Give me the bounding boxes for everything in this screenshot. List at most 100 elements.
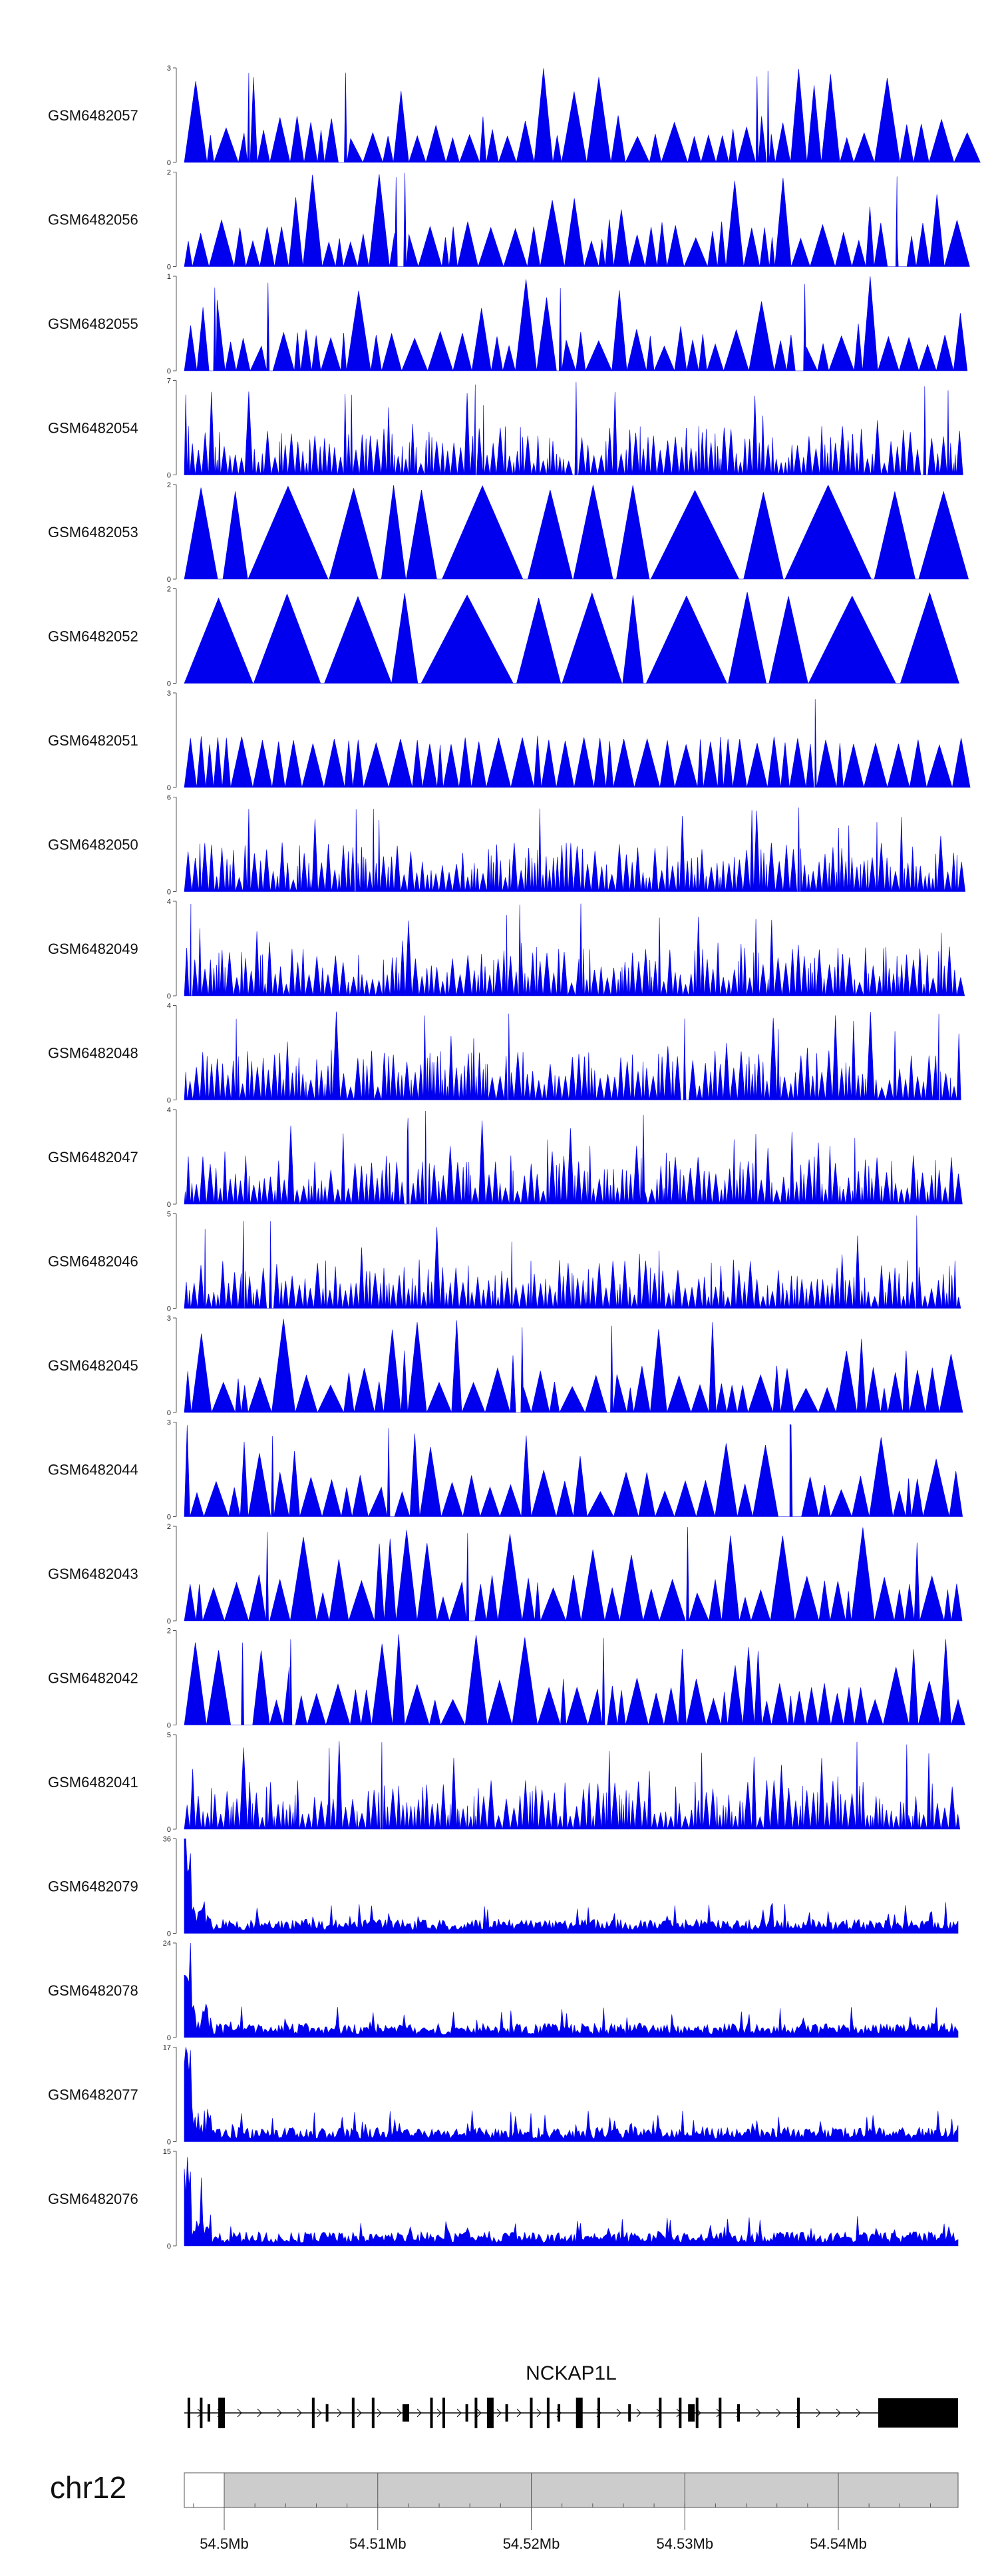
strand-chevron: [816, 2408, 821, 2418]
ideogram-highlight: [224, 2472, 959, 2508]
strand-chevron: [257, 2408, 262, 2418]
gene-exon: [695, 2398, 699, 2428]
strand-chevron: [756, 2408, 761, 2418]
y-tick-max: 4: [167, 1002, 171, 1010]
y-tick-min: 0: [167, 680, 171, 688]
y-tick-min: 0: [167, 1514, 171, 1522]
strand-chevron: [277, 2408, 282, 2418]
gene-exon: [430, 2398, 433, 2428]
track-GSM6482078: GSM6482078 24 0: [48, 1940, 959, 2042]
y-tick-min: 0: [167, 992, 171, 1000]
track-label: GSM6482057: [48, 107, 138, 124]
y-tick-max: 2: [167, 586, 171, 594]
track-GSM6482041: GSM6482041 5 0: [48, 1731, 961, 1834]
y-tick-min: 0: [167, 1409, 171, 1417]
y-tick-max: 7: [167, 377, 171, 385]
strand-chevron: [377, 2408, 382, 2418]
x-tick-label: 54.51Mb: [349, 2535, 407, 2552]
gene-exon: [628, 2404, 631, 2422]
y-tick-min: 0: [167, 1930, 171, 1938]
strand-chevron: [456, 2408, 462, 2418]
y-tick-max: 3: [167, 1419, 171, 1427]
track-label: GSM6482047: [48, 1149, 138, 1166]
chromosome-label: chr12: [50, 2470, 126, 2505]
gene-exon: [200, 2398, 203, 2428]
signal-area: [184, 592, 959, 684]
track-GSM6482077: GSM6482077 17 0: [48, 2044, 959, 2147]
y-tick-max: 3: [167, 1315, 171, 1323]
track-GSM6482079: GSM6482079 36 0: [48, 1836, 959, 1938]
track-label: GSM6482043: [48, 1566, 138, 1582]
track-label: GSM6482079: [48, 1878, 138, 1895]
track-GSM6482052: GSM6482052 2 0: [48, 586, 959, 688]
gene-exon: [576, 2398, 583, 2428]
y-tick-min: 0: [167, 889, 171, 897]
strand-chevron: [616, 2408, 621, 2418]
gene-exon: [486, 2398, 494, 2428]
track-GSM6482048: GSM6482048 4 0: [48, 1002, 961, 1105]
y-tick-max: 4: [167, 1106, 171, 1114]
signal-area: [184, 1634, 965, 1726]
track-label: GSM6482078: [48, 1982, 138, 1999]
gene-utr-block: [878, 2398, 958, 2428]
y-tick-min: 0: [167, 472, 171, 480]
track-label: GSM6482052: [48, 628, 138, 645]
y-tick-max: 2: [167, 1523, 171, 1531]
gene-exon: [402, 2404, 409, 2422]
signal-area: [184, 1011, 961, 1100]
signal-area: [184, 276, 968, 372]
track-label: GSM6482056: [48, 212, 138, 228]
y-tick-max: 17: [163, 2044, 171, 2052]
y-tick-max: 24: [163, 1940, 171, 1948]
track-label: GSM6482050: [48, 837, 138, 853]
signal-area: [184, 1215, 961, 1309]
x-tick-label: 54.5Mb: [200, 2535, 248, 2552]
track-GSM6482054: GSM6482054 7 0: [48, 377, 963, 480]
track-GSM6482042: GSM6482042 2 0: [48, 1627, 965, 1730]
gene-exon: [659, 2398, 662, 2428]
y-tick-min: 0: [167, 1826, 171, 1834]
track-GSM6482045: GSM6482045 3 0: [48, 1315, 963, 1417]
track-GSM6482051: GSM6482051 3 0: [48, 690, 971, 792]
strand-chevron: [516, 2408, 522, 2418]
track-label: GSM6482054: [48, 420, 138, 437]
track-GSM6482076: GSM6482076 15 0: [48, 2148, 959, 2251]
track-label: GSM6482077: [48, 2087, 138, 2103]
gene-exon: [325, 2404, 329, 2422]
y-tick-max: 2: [167, 481, 171, 489]
gene-exon: [351, 2398, 355, 2428]
y-tick-max: 5: [167, 1211, 171, 1219]
y-tick-min: 0: [167, 1201, 171, 1209]
track-GSM6482049: GSM6482049 4 0: [48, 898, 965, 1000]
gene-exon: [187, 2398, 190, 2428]
strand-chevron: [397, 2408, 402, 2418]
y-tick-max: 15: [163, 2148, 171, 2156]
y-tick-max: 2: [167, 169, 171, 177]
gene-exon: [679, 2398, 682, 2428]
signal-area: [184, 1527, 963, 1622]
gene-exon: [474, 2398, 478, 2428]
gene-exon: [311, 2398, 315, 2428]
signal-area: [184, 807, 966, 892]
gene-exon: [505, 2404, 508, 2422]
gene-exon: [207, 2404, 210, 2422]
gene-exon: [442, 2398, 445, 2428]
gene-exon: [737, 2404, 741, 2422]
y-tick-min: 0: [167, 1617, 171, 1625]
gene-exon: [558, 2404, 561, 2422]
gene-exon: [797, 2398, 800, 2428]
track-GSM6482053: GSM6482053 2 0: [48, 481, 969, 584]
y-tick-min: 0: [167, 2139, 171, 2147]
strand-chevron: [636, 2408, 641, 2418]
y-tick-max: 3: [167, 690, 171, 698]
strand-chevron: [496, 2408, 502, 2418]
signal-area: [184, 1319, 963, 1414]
strand-chevron: [436, 2408, 442, 2418]
signal-area: [184, 382, 963, 475]
y-tick-min: 0: [167, 576, 171, 584]
signal-area: [184, 1942, 959, 2038]
strand-chevron: [856, 2408, 861, 2418]
signal-area: [184, 699, 971, 789]
strand-chevron: [416, 2408, 422, 2418]
track-GSM6482056: GSM6482056 2 0: [48, 169, 970, 272]
